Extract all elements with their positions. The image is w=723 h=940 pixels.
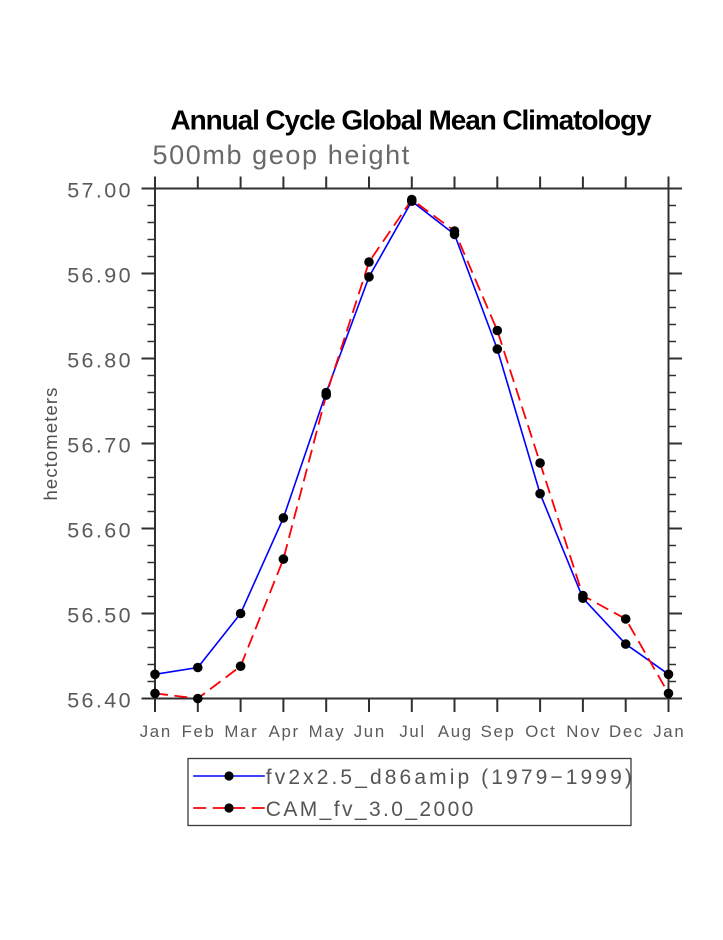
- svg-text:Apr: Apr: [269, 722, 300, 741]
- svg-text:56.50: 56.50: [67, 604, 133, 628]
- svg-text:Jun: Jun: [354, 722, 386, 741]
- svg-text:May: May: [309, 722, 346, 741]
- svg-text:hectometers: hectometers: [40, 387, 61, 501]
- svg-text:Feb: Feb: [182, 722, 216, 741]
- svg-text:57.00: 57.00: [67, 179, 133, 203]
- svg-text:Jan: Jan: [140, 722, 172, 741]
- svg-text:Oct: Oct: [525, 722, 556, 741]
- svg-text:56.90: 56.90: [67, 264, 133, 288]
- svg-text:Annual Cycle Global Mean Clima: Annual Cycle Global Mean Climatology: [170, 104, 652, 135]
- svg-text:Nov: Nov: [566, 722, 601, 741]
- svg-text:56.40: 56.40: [67, 689, 133, 713]
- svg-text:56.60: 56.60: [67, 519, 133, 543]
- svg-text:Dec: Dec: [609, 722, 644, 741]
- svg-text:56.80: 56.80: [67, 349, 133, 373]
- svg-text:Sep: Sep: [481, 722, 516, 741]
- svg-text:500mb geop height: 500mb geop height: [153, 140, 411, 170]
- svg-text:Jul: Jul: [399, 722, 426, 741]
- svg-text:56.70: 56.70: [67, 434, 133, 458]
- svg-text:CAM_fv_3.0_2000: CAM_fv_3.0_2000: [266, 798, 476, 821]
- svg-text:fv2x2.5_d86amip (1979−1999): fv2x2.5_d86amip (1979−1999): [266, 766, 635, 789]
- svg-text:Mar: Mar: [224, 722, 258, 741]
- svg-text:Aug: Aug: [438, 722, 473, 741]
- svg-text:Jan: Jan: [653, 722, 685, 741]
